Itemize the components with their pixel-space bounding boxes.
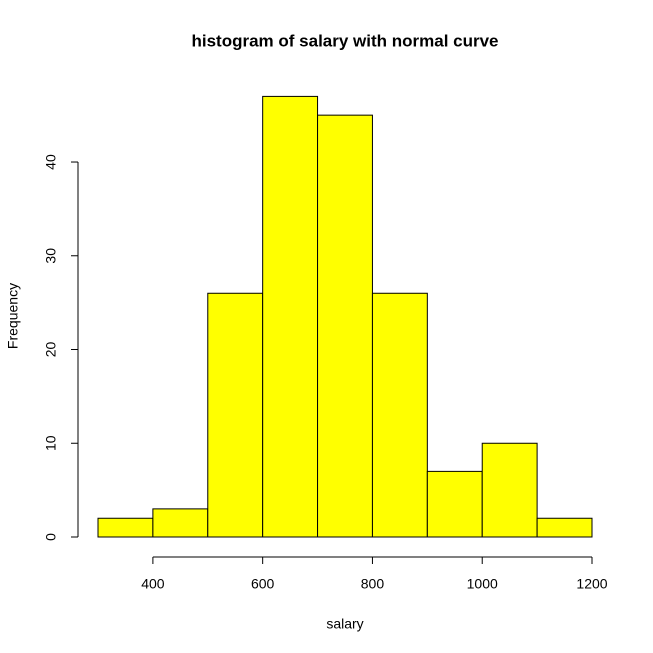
x-tick-label: 400 xyxy=(141,576,165,592)
bar xyxy=(97,517,154,538)
y-tick-label: 30 xyxy=(43,248,59,264)
x-tick-label: 600 xyxy=(251,576,275,592)
x-tick-label: 1000 xyxy=(467,576,498,592)
x-tick-label: 1200 xyxy=(576,576,607,592)
bar xyxy=(371,292,428,538)
y-tick-label: 0 xyxy=(43,533,59,541)
x-tick-label: 800 xyxy=(361,576,385,592)
bar xyxy=(262,95,319,538)
x-axis-label: salary xyxy=(326,616,363,632)
bar xyxy=(207,292,264,538)
y-tick-label: 40 xyxy=(43,154,59,170)
bar xyxy=(536,517,593,538)
y-tick-label: 10 xyxy=(43,435,59,451)
y-axis-label: Frequency xyxy=(5,283,21,349)
bar xyxy=(426,470,483,538)
bar xyxy=(152,508,209,538)
y-tick-label: 20 xyxy=(43,342,59,358)
bar xyxy=(317,114,373,538)
chart-title: histogram of salary with normal curve xyxy=(191,31,498,50)
bar xyxy=(481,442,538,538)
